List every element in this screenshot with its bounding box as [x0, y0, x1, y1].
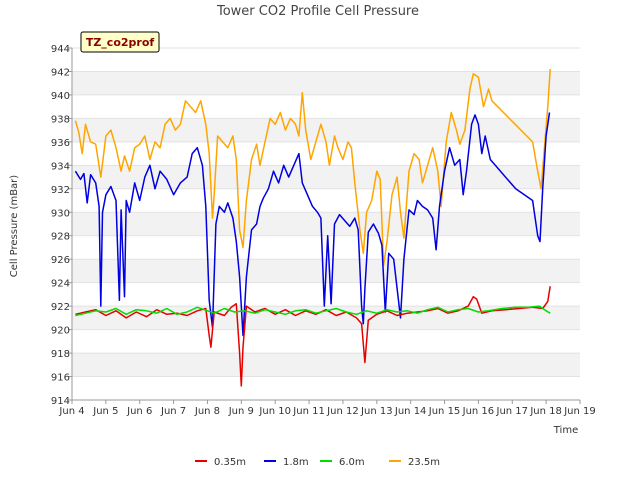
- grid-bands: [72, 71, 580, 377]
- x-axis-title: Time: [553, 425, 578, 436]
- x-tick-label: Jun 16: [462, 406, 495, 417]
- y-axis-title: Cell Pressure (mBar): [9, 175, 20, 277]
- x-tick-label: Jun 7: [160, 406, 186, 417]
- x-tick-label: Jun 13: [360, 406, 393, 417]
- legend-label: 0.35m: [214, 457, 246, 468]
- y-tick-label: 936: [51, 138, 70, 149]
- y-tick-label: 944: [51, 44, 70, 55]
- site-badge-label: TZ_co2prof: [86, 36, 155, 49]
- y-tick-label: 916: [51, 373, 70, 384]
- x-tick-label: Jun 14: [394, 406, 427, 417]
- site-badge: TZ_co2prof: [80, 31, 160, 53]
- x-tick-label: Jun 11: [292, 406, 325, 417]
- x-tick-label: Jun 18: [529, 406, 562, 417]
- x-tick-label: Jun 8: [194, 406, 220, 417]
- y-tick-label: 930: [51, 208, 70, 219]
- y-tick-label: 922: [51, 302, 70, 313]
- y-tick-label: 938: [51, 114, 70, 125]
- y-tick-label: 928: [51, 232, 70, 243]
- legend-label: 6.0m: [339, 457, 365, 468]
- grid-band: [72, 71, 580, 95]
- x-tick-label: Jun 9: [228, 406, 254, 417]
- axes: [68, 47, 581, 404]
- y-tick-label: 932: [51, 185, 70, 196]
- site-badge-box: [80, 31, 160, 53]
- x-tick-label: Jun 12: [326, 406, 359, 417]
- series-line-6_0m: [75, 305, 551, 317]
- y-tick-label: 918: [51, 349, 70, 360]
- grid-band: [72, 118, 580, 142]
- y-tick-label: 934: [51, 161, 70, 172]
- x-tick-labels: Jun 4 Jun 5 Jun 6 Jun 7 Jun 8 Jun 9 Jun 10 Jun …: [58, 406, 595, 417]
- x-tick-label: Jun 15: [428, 406, 461, 417]
- legend-label: 1.8m: [283, 457, 309, 468]
- y-tick-label: 924: [51, 279, 70, 290]
- x-tick-label: Jun 4: [58, 406, 84, 417]
- x-tick-label: Jun 17: [496, 406, 529, 417]
- grid-band: [72, 353, 580, 377]
- x-tick-label: Jun 6: [126, 406, 152, 417]
- x-tick-label: Jun 10: [258, 406, 291, 417]
- series-layer: [74, 69, 551, 387]
- x-tick-label: Jun 19: [563, 406, 596, 417]
- y-tick-label: 940: [51, 91, 70, 102]
- series-line-0_35m: [75, 286, 551, 387]
- x-tick-label: Jun 5: [92, 406, 118, 417]
- chart-title: Tower CO2 Profile Cell Pressure: [216, 4, 419, 19]
- y-tick-label: 926: [51, 255, 70, 266]
- grid-band: [72, 212, 580, 236]
- legend-label: 23.5m: [408, 457, 440, 468]
- series-line-1_8m: [74, 112, 551, 337]
- grid-band: [72, 165, 580, 189]
- legend: 0.35m 1.8m 6.0m 23.5m: [195, 457, 440, 468]
- y-tick-label: 920: [51, 326, 70, 337]
- y-tick-label: 914: [51, 396, 70, 407]
- y-tick-labels: 914 916 918 920 922 924 926 928 930 932 934 936 938 9…: [51, 44, 70, 407]
- y-tick-label: 942: [51, 67, 70, 78]
